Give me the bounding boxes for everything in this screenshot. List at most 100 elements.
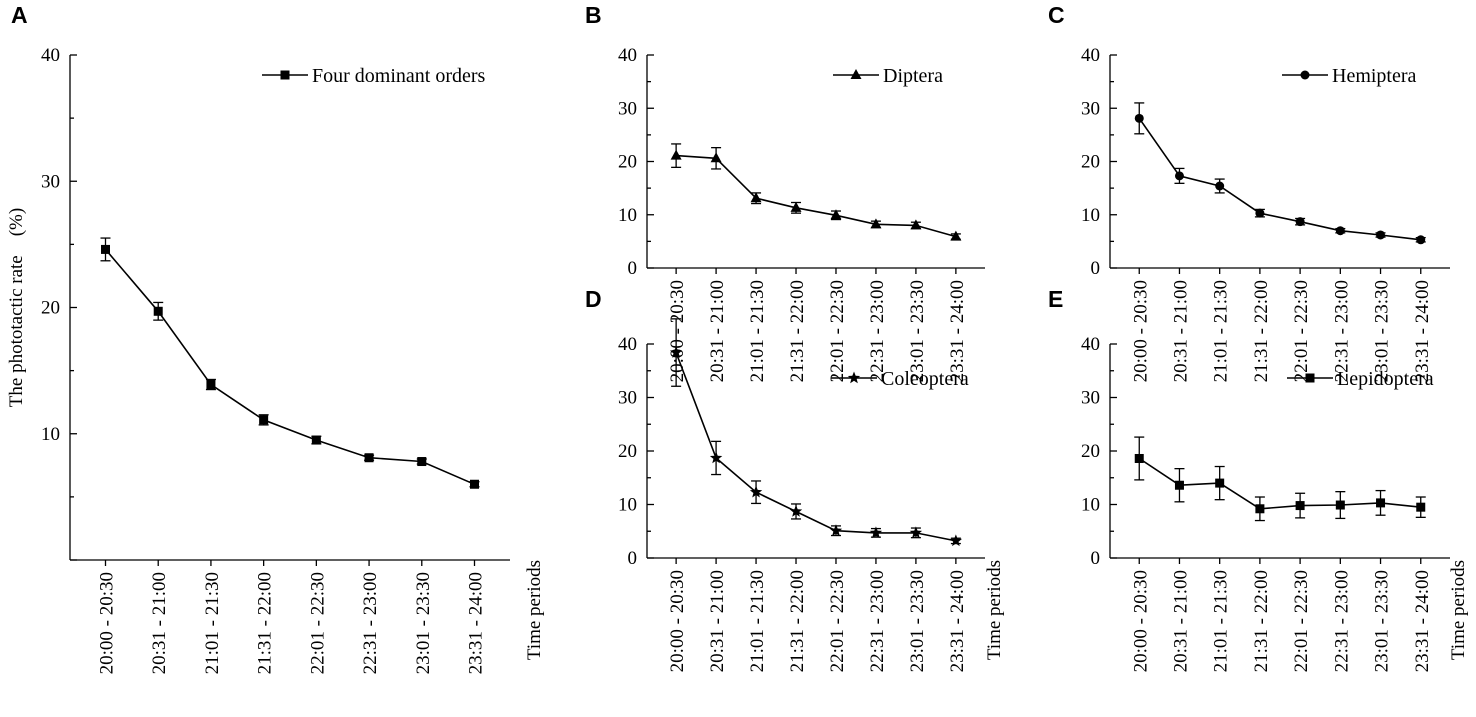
panel-letter: A xyxy=(11,2,28,28)
x-category-label: 23:31 - 24:00 xyxy=(947,280,968,382)
x-category-label: 23:31 - 24:00 xyxy=(1412,280,1433,382)
y-tick-label: 20 xyxy=(618,441,637,462)
y-tick-label: 10 xyxy=(1081,205,1100,226)
x-category-label: 21:31 - 22:00 xyxy=(1251,280,1272,382)
data-point xyxy=(669,346,683,358)
y-tick-label: 0 xyxy=(1091,258,1101,279)
data-point xyxy=(1335,500,1345,510)
y-tick-label: 0 xyxy=(1091,548,1101,569)
x-category-label: 22:31 - 23:00 xyxy=(360,572,381,674)
data-point xyxy=(311,435,321,445)
panel-letter: E xyxy=(1048,286,1063,312)
legend-marker xyxy=(1300,70,1310,80)
x-category-label: 20:31 - 21:00 xyxy=(1170,280,1191,382)
data-point xyxy=(710,152,722,163)
data-point xyxy=(1215,478,1225,488)
y-tick-label: 30 xyxy=(1081,388,1100,409)
x-category-label: 21:01 - 21:30 xyxy=(202,572,223,674)
y-tick-label: 30 xyxy=(618,98,637,119)
x-category-label: 22:01 - 22:30 xyxy=(307,572,328,674)
data-point xyxy=(670,149,682,160)
legend-marker xyxy=(280,70,290,80)
x-category-label: 21:01 - 21:30 xyxy=(747,280,768,382)
x-axis-title: Time periods xyxy=(524,560,545,660)
x-category-label: 23:01 - 23:30 xyxy=(907,280,928,382)
x-category-label: 23:01 - 23:30 xyxy=(413,572,434,674)
panel-a: A 10 20 30 40 20:00 - 20:30 20:31 - 21:00 21:01… xyxy=(6,2,545,674)
legend-label: Hemiptera xyxy=(1332,65,1417,87)
y-tick-label: 30 xyxy=(618,388,637,409)
data-point xyxy=(789,504,803,517)
x-category-label: 21:31 - 22:00 xyxy=(787,280,808,382)
x-category-label: 21:31 - 22:00 xyxy=(1251,570,1272,672)
data-point xyxy=(1416,502,1426,512)
y-tick-label: 10 xyxy=(41,424,60,445)
legend-label: Diptera xyxy=(883,65,943,87)
data-point xyxy=(259,415,269,425)
series-line xyxy=(675,352,957,542)
data-point xyxy=(153,306,163,316)
x-category-label: 20:00 - 20:30 xyxy=(97,572,118,674)
y-tick-label: 10 xyxy=(618,205,637,226)
series-line xyxy=(1138,117,1421,241)
y-tick-label: 20 xyxy=(1081,441,1100,462)
panel-letter: B xyxy=(585,2,602,28)
x-category-label: 22:01 - 22:30 xyxy=(827,280,848,382)
x-category-label: 20:31 - 21:00 xyxy=(149,572,170,674)
y-tick-label: 40 xyxy=(41,45,60,66)
data-point xyxy=(1255,504,1265,514)
x-category-label: 20:31 - 21:00 xyxy=(707,280,728,382)
y-tick-label: 20 xyxy=(618,152,637,173)
data-point xyxy=(1174,480,1184,490)
data-point xyxy=(1215,181,1225,191)
data-point xyxy=(909,526,923,539)
data-point xyxy=(750,192,762,203)
data-point xyxy=(1295,217,1305,227)
x-category-label: 21:01 - 21:30 xyxy=(1211,570,1232,672)
panel-e: E 0 10 20 30 40 20:00 - 20:30 20:31 - 21:00 21:0… xyxy=(1048,286,1469,672)
y-tick-label: 0 xyxy=(628,258,638,279)
data-point xyxy=(870,218,882,229)
x-category-label: 23:31 - 24:00 xyxy=(466,572,487,674)
panel-c: C 0 10 20 30 40 20:00 - 20:30 20:31 - 21:00 21:0… xyxy=(1048,2,1450,382)
x-category-label: 22:01 - 22:30 xyxy=(827,570,848,672)
x-category-label: 23:01 - 23:30 xyxy=(907,570,928,672)
x-category-label: 23:31 - 24:00 xyxy=(1412,570,1433,672)
y-tick-label: 20 xyxy=(41,298,60,319)
x-category-label: 20:31 - 21:00 xyxy=(707,570,728,672)
series-line xyxy=(104,248,475,486)
data-point xyxy=(1376,498,1386,508)
data-point xyxy=(1174,171,1184,181)
panel-letter: D xyxy=(585,286,602,312)
data-point xyxy=(829,524,843,536)
x-category-label: 22:31 - 23:00 xyxy=(867,570,888,672)
series-line xyxy=(1138,457,1421,510)
x-category-label: 21:01 - 21:30 xyxy=(1211,280,1232,382)
x-category-label: 20:00 - 20:30 xyxy=(667,570,688,672)
data-point xyxy=(1134,113,1144,123)
x-category-label: 23:01 - 23:30 xyxy=(1372,280,1393,382)
legend-label: Lepidoptera xyxy=(1337,368,1434,390)
x-category-label: 20:00 - 20:30 xyxy=(1130,280,1151,382)
y-tick-label: 10 xyxy=(618,495,637,516)
x-category-label: 21:31 - 22:00 xyxy=(255,572,276,674)
data-point xyxy=(869,526,883,539)
legend-marker xyxy=(847,371,861,384)
panel-letter: C xyxy=(1048,2,1065,28)
data-point xyxy=(790,201,802,212)
data-point xyxy=(830,209,842,220)
x-axis-title: Time periods xyxy=(1448,560,1469,660)
data-point xyxy=(1295,501,1305,511)
x-category-label: 22:31 - 23:00 xyxy=(1331,570,1352,672)
data-point xyxy=(417,457,427,467)
panel-b: B 0 10 20 30 40 20:00 - 20:30 20:31 - 21:00 21:0… xyxy=(585,2,985,382)
x-category-label: 22:01 - 22:30 xyxy=(1291,280,1312,382)
y-tick-label: 0 xyxy=(628,548,638,569)
x-category-label: 22:01 - 22:30 xyxy=(1291,570,1312,672)
data-point xyxy=(206,380,216,390)
y-axis-title: The phototactic rate (%) xyxy=(6,208,27,407)
x-category-label: 23:01 - 23:30 xyxy=(1372,570,1393,672)
x-category-label: 21:01 - 21:30 xyxy=(747,570,768,672)
data-point xyxy=(910,219,922,230)
